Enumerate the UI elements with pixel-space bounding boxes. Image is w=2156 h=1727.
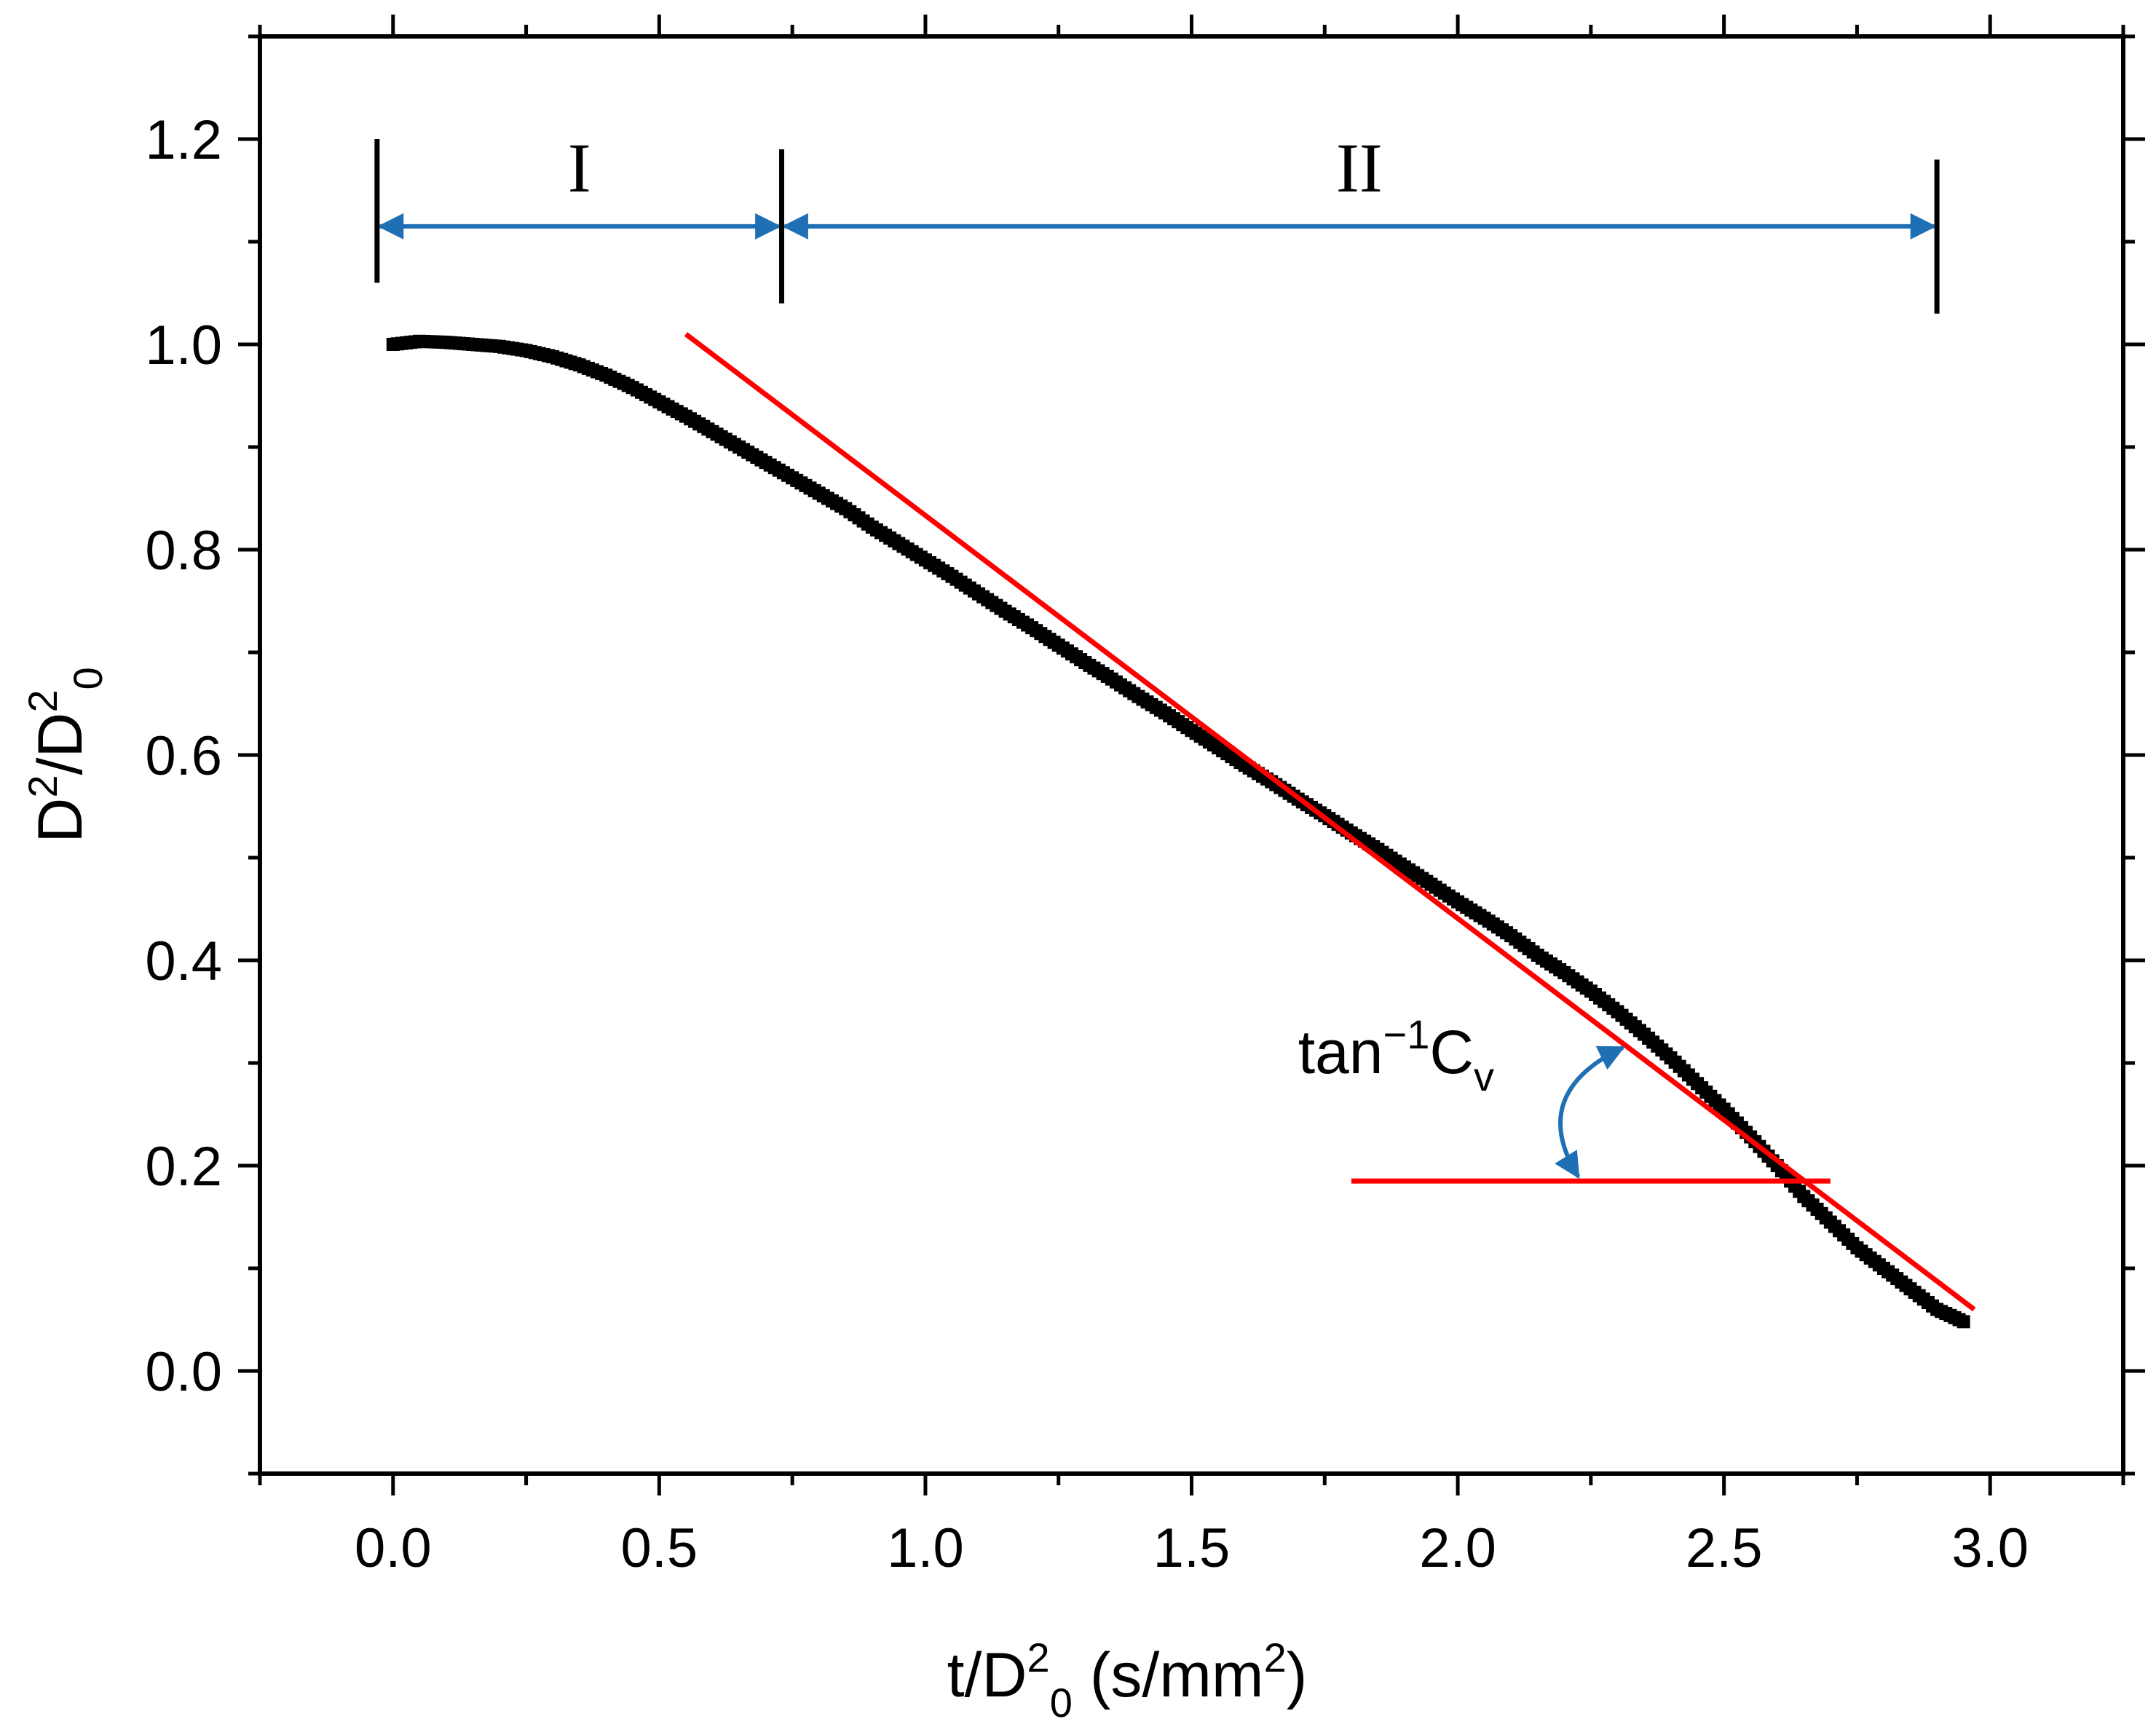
y-tick-label: 0.2 (145, 1136, 222, 1198)
x-tick-label: 0.5 (621, 1517, 698, 1579)
fit-lines (684, 332, 1976, 1312)
x-axis: 0.0 0.5 1.0 1.5 2.0 2.5 3.0 (258, 15, 2125, 1579)
angle-annotation: tan−1Cv (1298, 1011, 1625, 1179)
angle-label: tan−1Cv (1298, 1011, 1494, 1099)
y-axis: 0.0 0.2 0.4 0.6 0.8 1.0 1.2 (145, 34, 2145, 1476)
data-points (386, 334, 1970, 1329)
region-markers: I II (374, 129, 1940, 314)
x-tick-label: 2.5 (1686, 1517, 1763, 1579)
region-label: I (568, 129, 591, 207)
region-label: II (1336, 129, 1383, 207)
y-tick-label: 0.8 (145, 520, 222, 582)
y-tick-label: 0.6 (145, 725, 222, 787)
y-tick-label: 0.4 (145, 930, 222, 992)
data-point (1956, 1315, 1970, 1329)
y-tick-label: 0.0 (145, 1341, 222, 1403)
y-axis-title: D2/D20 (20, 667, 111, 843)
x-tick-label: 1.0 (887, 1517, 964, 1579)
linear-fit-line (684, 332, 1976, 1312)
angle-arrow (1555, 1046, 1625, 1179)
x-tick-label: 1.5 (1153, 1517, 1231, 1579)
y-tick-label: 1.0 (145, 315, 222, 376)
x-tick-label: 3.0 (1951, 1517, 2029, 1579)
plot-frame (258, 34, 2125, 1476)
y-tick-label: 1.2 (145, 109, 222, 171)
x-tick-label: 2.0 (1419, 1517, 1496, 1579)
x-axis-title: t/D20 (s/mm2) (947, 1635, 1308, 1726)
x-tick-label: 0.0 (355, 1517, 432, 1579)
